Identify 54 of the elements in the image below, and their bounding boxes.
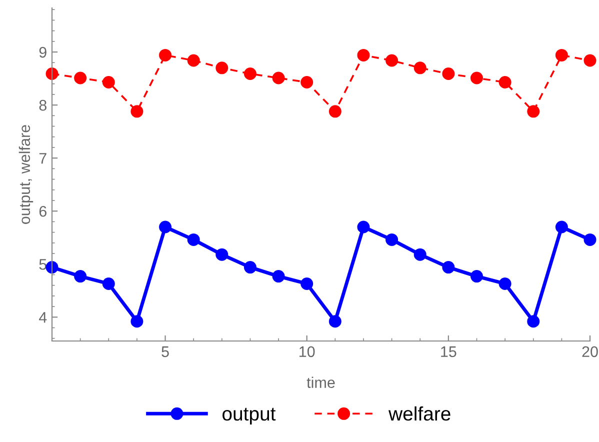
y-tick-label: 9	[39, 46, 46, 58]
point	[46, 68, 58, 80]
point	[46, 261, 58, 274]
point	[442, 261, 455, 274]
x-tick-label: 20	[582, 346, 598, 358]
point	[300, 76, 314, 88]
point	[216, 248, 228, 261]
point	[584, 233, 596, 246]
point	[470, 270, 483, 283]
x-axis-title: time	[306, 376, 335, 388]
point	[357, 220, 370, 234]
point	[555, 220, 568, 234]
x-tick-label: 10	[300, 346, 315, 358]
point	[328, 315, 342, 328]
point	[328, 105, 342, 118]
point	[159, 48, 172, 62]
y-tick-label: 6	[39, 206, 46, 217]
legend-label: output	[222, 408, 276, 424]
point	[130, 105, 144, 118]
y-tick-label: 4	[38, 312, 47, 323]
point	[187, 54, 200, 67]
point	[498, 277, 512, 290]
point	[527, 315, 540, 328]
point	[74, 72, 87, 84]
point	[386, 233, 398, 246]
point	[300, 277, 314, 290]
point	[272, 72, 285, 84]
point	[357, 48, 370, 62]
legend-label: welfare	[388, 406, 450, 421]
point	[584, 54, 596, 67]
point	[555, 48, 568, 62]
point	[244, 261, 256, 274]
point	[216, 62, 228, 74]
y-axis-title: output, welfare	[18, 125, 34, 224]
point	[187, 233, 200, 246]
point	[498, 76, 512, 88]
point	[159, 220, 172, 234]
point	[130, 315, 144, 328]
point	[414, 248, 426, 261]
point	[102, 76, 115, 88]
point	[527, 105, 540, 118]
point	[244, 68, 256, 80]
point	[414, 62, 426, 74]
y-tick-label: 8	[39, 100, 46, 111]
x-tick-label: 15	[441, 346, 456, 358]
x-tick-label: 5	[162, 346, 169, 358]
point	[74, 270, 87, 283]
point	[386, 54, 398, 67]
y-tick-label: 7	[39, 153, 46, 164]
point	[442, 68, 455, 80]
point	[102, 277, 115, 290]
point	[470, 72, 483, 84]
y-tick-label: 5	[39, 259, 46, 270]
point	[272, 270, 285, 283]
